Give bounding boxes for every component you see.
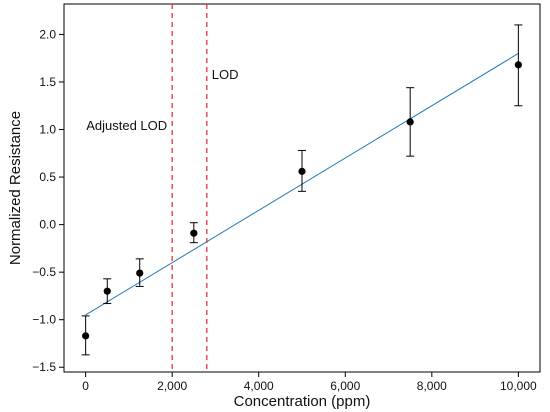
labels-group: Concentration (ppm) Normalized Resistanc… (7, 111, 370, 410)
lod-lines-group: Adjusted LOD LOD (86, 4, 239, 372)
x-tick-label: 4,000 (244, 379, 274, 393)
data-point (190, 229, 198, 237)
data-point (514, 61, 522, 69)
error-bars-group (81, 24, 523, 356)
lod-label: Adjusted LOD (86, 118, 167, 133)
y-tick-label: −1.0 (32, 313, 56, 327)
lod-label: LOD (212, 67, 239, 82)
x-tick-label: 2,000 (157, 379, 187, 393)
data-point (82, 332, 90, 340)
y-tick-label: 0.0 (39, 218, 56, 232)
y-tick-label: −1.5 (32, 360, 56, 374)
data-point (136, 269, 144, 277)
x-tick-label: 10,000 (500, 379, 537, 393)
plot-frame (63, 3, 541, 373)
data-point (298, 167, 306, 175)
x-tick-label: 0 (82, 379, 89, 393)
x-tick-label: 8,000 (417, 379, 447, 393)
y-tick-label: 1.5 (39, 75, 56, 89)
y-tick-label: 0.5 (39, 170, 56, 184)
y-tick-label: 2.0 (39, 27, 56, 41)
x-tick-label: 6,000 (330, 379, 360, 393)
y-tick-label: −0.5 (32, 265, 56, 279)
data-point (103, 287, 111, 295)
y-tick-label: 1.0 (39, 123, 56, 137)
y-axis-label: Normalized Resistance (7, 111, 24, 265)
axes-group: 0 2,000 4,000 6,000 8,000 10,000 −1.5 −1.0 −0.5 0… (32, 3, 541, 393)
data-point (406, 118, 414, 126)
data-points-group (82, 61, 522, 340)
x-axis-label: Concentration (ppm) (234, 393, 371, 410)
